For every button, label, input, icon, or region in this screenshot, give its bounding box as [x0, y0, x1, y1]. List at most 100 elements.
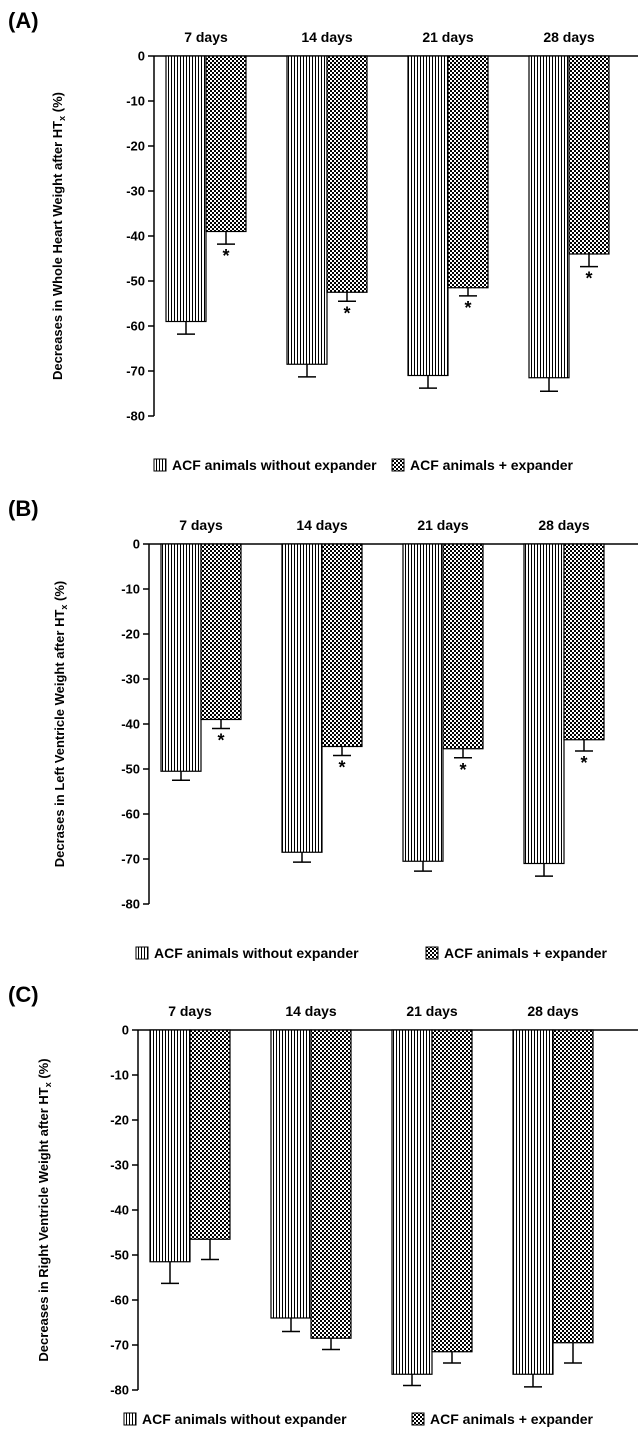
bar-without-expander	[286, 55, 328, 365]
category-label: 7 days	[184, 29, 228, 45]
bar-without-expander	[165, 55, 207, 323]
y-axis-label-subscript: x	[43, 1082, 53, 1087]
bar-with-expander	[568, 55, 610, 255]
y-axis-label-main: Decreases in Whole Heart Weight after HT	[50, 121, 65, 380]
category-label: 28 days	[538, 517, 590, 533]
y-tick-label: -10	[126, 94, 145, 109]
y-tick-label: 0	[138, 49, 145, 64]
significance-star: *	[217, 731, 224, 751]
category-label: 14 days	[301, 29, 353, 45]
y-axis-label: Decreases in Right Ventricle Weight afte…	[36, 1058, 53, 1361]
legend-swatch-with-expander	[411, 1412, 425, 1426]
y-tick-label: -40	[110, 1203, 129, 1218]
bar-without-expander	[407, 55, 449, 377]
significance-star: *	[338, 758, 345, 778]
y-tick-label: -10	[121, 582, 140, 597]
y-axis-label-unit: (%)	[52, 581, 67, 605]
bar-without-expander	[149, 1029, 191, 1263]
category-label: 14 days	[296, 517, 348, 533]
y-axis-label: Decrases in Left Ventricle Weight after …	[52, 581, 69, 868]
category-label: 28 days	[527, 1003, 579, 1019]
y-tick-label: -70	[126, 364, 145, 379]
category-label: 21 days	[422, 29, 474, 45]
y-tick-label: -60	[126, 319, 145, 334]
y-tick-label: -10	[110, 1068, 129, 1083]
y-axis-label-unit: (%)	[36, 1058, 51, 1082]
legend-label-with-expander: ACF animals + expander	[430, 1411, 594, 1427]
legend-label-without-expander: ACF animals without expander	[172, 457, 377, 473]
bar-with-expander	[431, 1029, 473, 1353]
y-tick-label: -60	[110, 1293, 129, 1308]
legend-swatch-without-expander	[123, 1412, 137, 1426]
panel-label: (C)	[8, 982, 39, 1007]
y-tick-label: -80	[126, 409, 145, 424]
y-axis-label-main: Decreases in Right Ventricle Weight afte…	[36, 1087, 51, 1361]
y-tick-label: -30	[126, 184, 145, 199]
y-tick-label: -30	[110, 1158, 129, 1173]
bar-without-expander	[402, 543, 444, 862]
category-label: 28 days	[543, 29, 595, 45]
bar-with-expander	[442, 543, 484, 750]
significance-star: *	[464, 298, 471, 318]
legend-swatch-without-expander	[135, 946, 149, 960]
legend-swatch-with-expander	[425, 946, 439, 960]
y-tick-label: -40	[126, 229, 145, 244]
y-tick-label: -20	[110, 1113, 129, 1128]
bar-without-expander	[270, 1029, 312, 1319]
bar-with-expander	[205, 55, 247, 233]
bar-with-expander	[321, 543, 363, 748]
bar-without-expander	[523, 543, 565, 865]
bar-without-expander	[512, 1029, 554, 1375]
panel-label: (B)	[8, 496, 39, 521]
panel-label: (A)	[8, 8, 39, 33]
chart-panel-c: (C) 0 -10 -20 -30 -40 -50 -60 -70 -80 Decreases in…	[8, 982, 638, 1427]
bar-without-expander	[281, 543, 323, 853]
category-label: 14 days	[285, 1003, 337, 1019]
bar-with-expander	[552, 1029, 594, 1344]
chart-panel-a: (A) 0 -10 -20 -30 -40 -50 -60 -70 -80 Decreases in…	[8, 8, 638, 473]
bar-without-expander	[391, 1029, 433, 1375]
y-tick-label: -70	[121, 852, 140, 867]
bar-with-expander	[326, 55, 368, 293]
chart-panel-b: (B) 0 -10 -20 -30 -40 -50 -60 -70 -80 Decrases in …	[8, 496, 638, 961]
y-tick-label: -50	[121, 762, 140, 777]
y-tick-label: -40	[121, 717, 140, 732]
y-tick-label: 0	[122, 1023, 129, 1038]
y-tick-label: 0	[133, 537, 140, 552]
y-tick-label: -50	[126, 274, 145, 289]
bar-with-expander	[310, 1029, 352, 1339]
legend-swatch-without-expander	[153, 458, 167, 472]
y-tick-label: -70	[110, 1338, 129, 1353]
y-tick-label: -80	[121, 897, 140, 912]
category-label: 21 days	[406, 1003, 458, 1019]
category-label: 7 days	[168, 1003, 212, 1019]
y-tick-label: -50	[110, 1248, 129, 1263]
bar-with-expander	[189, 1029, 231, 1240]
y-tick-label: -60	[121, 807, 140, 822]
y-axis-label-subscript: x	[57, 116, 67, 121]
legend-label-without-expander: ACF animals without expander	[142, 1411, 347, 1427]
legend-label-with-expander: ACF animals + expander	[444, 945, 608, 961]
bar-without-expander	[160, 543, 202, 772]
y-tick-label: -30	[121, 672, 140, 687]
y-tick-label: -20	[121, 627, 140, 642]
bar-with-expander	[563, 543, 605, 741]
y-axis-label-subscript: x	[59, 605, 69, 610]
legend-label-with-expander: ACF animals + expander	[410, 457, 574, 473]
bar-with-expander	[447, 55, 489, 289]
significance-star: *	[459, 760, 466, 780]
significance-star: *	[580, 753, 587, 773]
y-axis-label: Decreases in Whole Heart Weight after HT…	[50, 92, 67, 380]
category-label: 7 days	[179, 517, 223, 533]
y-axis-label-unit: (%)	[50, 92, 65, 116]
significance-star: *	[222, 246, 229, 266]
legend-swatch-with-expander	[391, 458, 405, 472]
bar-with-expander	[200, 543, 242, 721]
category-label: 21 days	[417, 517, 469, 533]
y-axis-label-main: Decrases in Left Ventricle Weight after …	[52, 610, 67, 868]
significance-star: *	[343, 303, 350, 323]
y-tick-label: -20	[126, 139, 145, 154]
bar-without-expander	[528, 55, 570, 379]
y-tick-label: -80	[110, 1383, 129, 1398]
